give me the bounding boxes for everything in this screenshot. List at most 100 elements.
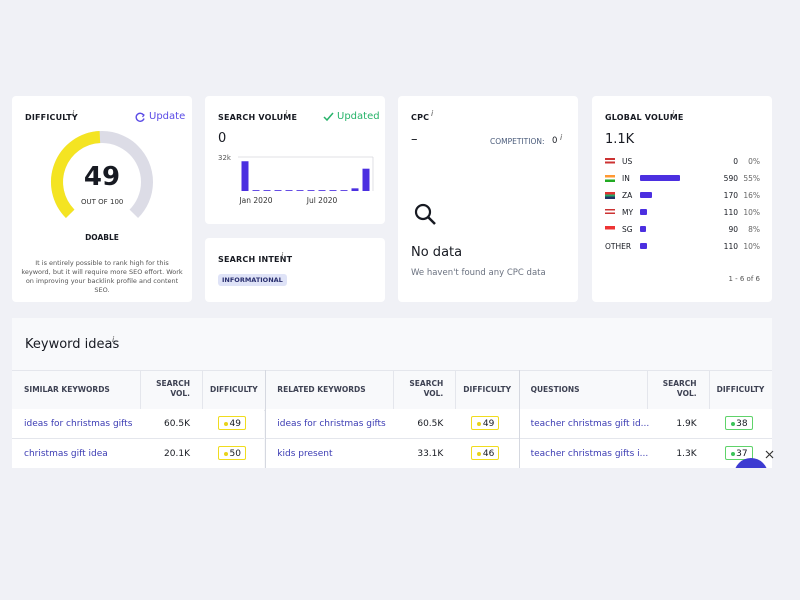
info-icon: i [560, 133, 563, 142]
keyword-link[interactable]: kids present [277, 449, 333, 459]
difficulty-dot [477, 452, 482, 456]
column-header: SEARCH VOL. [662, 379, 697, 398]
difficulty-badge: 49 [218, 416, 246, 430]
column-header: DIFFICULTY [210, 385, 258, 394]
x-tick-label: Jul 2020 [306, 196, 338, 205]
column-header: QUESTIONS [530, 385, 580, 394]
country-share: 10% [743, 208, 760, 217]
country-code: US [622, 157, 633, 166]
info-icon: i [281, 251, 284, 260]
group-divider [518, 370, 520, 468]
difficulty-badge: 50 [218, 446, 246, 460]
difficulty-label: DIFFICULTY [25, 113, 78, 122]
search-volume: 60.5K [164, 419, 190, 429]
search-volume-label: SEARCH VOLUME [218, 113, 298, 122]
info-icon: i [431, 109, 434, 118]
keyword-link[interactable]: teacher christmas gifts i... [530, 449, 649, 459]
difficulty-description: It is entirely possible to rank high for… [21, 259, 183, 294]
country-code: ZA [622, 191, 633, 200]
competition-label: COMPETITION: [490, 137, 545, 146]
bar [241, 161, 249, 191]
keyword-ideas-panel: Keyword ideas i SIMILAR KEYWORDS SEARCH V… [12, 318, 772, 468]
difficulty-dot [730, 422, 735, 426]
search-icon [414, 203, 436, 225]
no-data-title: No data [411, 245, 463, 260]
difficulty-badge: 37 [724, 446, 753, 460]
flag-icon [605, 158, 615, 165]
country-code: SG [622, 225, 633, 234]
global-volume-label: GLOBAL VOLUME [605, 113, 684, 122]
bar [362, 168, 370, 191]
bar [307, 190, 315, 191]
country-share: 16% [743, 191, 760, 200]
keyword-link[interactable]: teacher christmas gift id... [530, 419, 650, 429]
info-icon: i [672, 109, 675, 118]
out-of-max: 100 [110, 198, 124, 206]
search-intent-card: SEARCH INTENT i INFORMATIONAL [205, 238, 385, 302]
keyword-link[interactable]: ideas for christmas gifts [277, 419, 386, 429]
search-volume-card: SEARCH VOLUME i Updated 0 32k Jan 2020 Jul… [205, 96, 385, 224]
search-intent-label: SEARCH INTENT [218, 255, 293, 264]
bar [285, 190, 293, 191]
flag-icon [605, 226, 615, 233]
bar [351, 188, 359, 191]
search-volume: 20.1K [164, 449, 190, 459]
bar [340, 190, 348, 191]
no-data-text: We haven't found any CPC data [411, 268, 546, 278]
search-volume: 1.3K [676, 449, 697, 459]
country-code: OTHER [605, 242, 632, 251]
close-icon[interactable] [765, 450, 774, 459]
bar [252, 190, 260, 191]
volume-bar [640, 175, 680, 181]
flag-icon [605, 175, 615, 182]
gauge-value [51, 131, 101, 219]
difficulty-dot [224, 422, 228, 426]
keyword-ideas-title: Keyword ideas [25, 337, 120, 352]
bar [296, 190, 304, 191]
difficulty-badge: 38 [724, 416, 753, 430]
difficulty-value: 49 [83, 162, 121, 192]
column-header: DIFFICULTY [463, 385, 512, 394]
search-volume-value: 0 [218, 131, 227, 146]
volume-bar [640, 226, 647, 232]
difficulty-dot [477, 422, 482, 426]
global-volume-card: GLOBAL VOLUME i 1.1K 1 - 6 of 6 US 0 0% IN 5… [592, 96, 772, 302]
volume-bar [640, 192, 652, 198]
difficulty-badge: 49 [471, 416, 500, 430]
country-volume: 110 [723, 242, 738, 251]
x-tick-label: Jan 2020 [238, 196, 272, 205]
info-icon: i [285, 109, 288, 118]
country-volume: 170 [723, 191, 738, 200]
cpc-value: – [411, 132, 418, 147]
update-button[interactable]: Update [149, 111, 186, 122]
keyword-link[interactable]: ideas for christmas gifts [24, 419, 133, 429]
intent-tag: INFORMATIONAL [218, 274, 287, 286]
search-volume: 1.9K [676, 419, 697, 429]
keyword-link[interactable]: christmas gift idea [24, 449, 108, 459]
country-volume: 110 [723, 208, 738, 217]
info-icon: i [112, 335, 115, 344]
difficulty-badge: 46 [471, 446, 500, 460]
global-volume-value: 1.1K [605, 132, 635, 147]
y-tick-label: 32k [218, 154, 232, 162]
flag-icon [605, 192, 615, 199]
difficulty-dot [224, 452, 228, 456]
group-divider [265, 370, 267, 468]
info-icon: i [72, 109, 75, 118]
country-share: 10% [743, 242, 760, 251]
country-code: MY [622, 208, 634, 217]
bar [329, 190, 337, 191]
country-volume: 590 [723, 174, 738, 183]
flag-icon [605, 209, 615, 216]
chat-button[interactable] [734, 458, 768, 468]
country-share: 55% [743, 174, 760, 183]
column-header: SEARCH VOL. [156, 379, 190, 398]
gauge [51, 131, 153, 219]
volume-bar [640, 209, 648, 215]
difficulty-card: DIFFICULTY i Update 49 OUT OF 100 DOABLE… [12, 96, 192, 302]
difficulty-rating: DOABLE [85, 233, 119, 242]
search-volume: 33.1K [417, 449, 444, 459]
refresh-icon[interactable] [135, 112, 146, 123]
